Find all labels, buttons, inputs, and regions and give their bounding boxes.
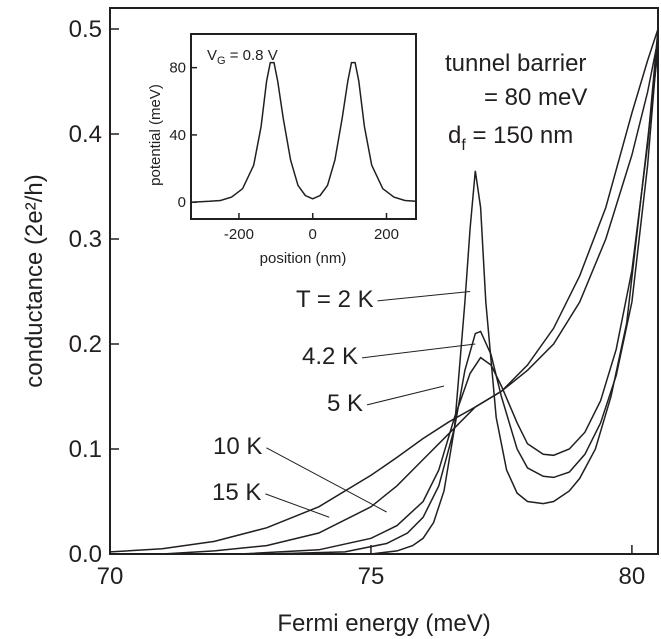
inset-x-tick-label: 200 (374, 226, 399, 243)
inset-plot-frame (190, 33, 417, 220)
leader-line-15-k (265, 493, 330, 518)
series-line-t-2-k (292, 49, 659, 555)
leader-line-t-2-k (377, 291, 471, 302)
inset-x-tick-label: -200 (224, 226, 254, 243)
curve-labels: T = 2 K 4.2 K 5 K 10 K 15 K (212, 286, 476, 518)
inset-potential-line (190, 61, 417, 203)
inset-gate-voltage-label: VG = 0.8 V (207, 47, 278, 67)
inset-y-axis-title: potential (meV) (147, 84, 164, 186)
leader-line-5-k (366, 385, 445, 406)
x-axis-title: Fermi energy (meV) (277, 610, 490, 637)
inset-x-tick-label: 0 (309, 226, 317, 243)
y-tick-label: 0.1 (69, 436, 102, 463)
inset-x-axis-title: position (nm) (260, 250, 347, 267)
y-tick-label: 0.5 (69, 16, 102, 43)
series-line-15-k (109, 28, 659, 553)
x-tick-label: 75 (358, 563, 385, 590)
inset-potential-plot: -200 0 200 0 40 80 VG = 0.8 V position (nm) p… (147, 33, 417, 267)
barrier-annotation-line1: tunnel barrier (445, 50, 586, 77)
barrier-annotation-line2: = 80 meV (484, 84, 587, 111)
curve-label-5-k: 5 K (327, 390, 363, 417)
x-tick-label: 80 (619, 563, 646, 590)
curve-label-15-k: 15 K (212, 479, 261, 506)
curve-label-t-2-k: T = 2 K (296, 286, 374, 313)
film-thickness-annotation: df = 150 nm (448, 122, 573, 154)
y-tick-label: 0.0 (69, 541, 102, 568)
y-tick-label: 0.4 (69, 121, 102, 148)
inset-y-tick-label: 40 (169, 127, 186, 144)
series-line-10-k (162, 39, 659, 555)
leader-line-4-2-k (361, 343, 476, 359)
y-tick-label: 0.2 (69, 331, 102, 358)
curve-label-10-k: 10 K (213, 433, 262, 460)
y-tick-label: 0.3 (69, 226, 102, 253)
y-axis-title: conductance (2e²/h) (21, 174, 48, 387)
curve-label-4-2-k: 4.2 K (302, 343, 358, 370)
main-plot-frame (109, 7, 659, 555)
main-axes: 70 75 80 0.0 0.1 0.2 0.3 0.4 0.5 (69, 16, 646, 590)
x-tick-label: 70 (97, 563, 124, 590)
leader-line-10-k (266, 447, 387, 513)
inset-axes: -200 0 200 0 40 80 (169, 60, 399, 243)
inset-y-tick-label: 80 (169, 60, 186, 77)
inset-y-tick-label: 0 (178, 194, 186, 211)
series-line-4-2-k (266, 39, 659, 555)
main-curves (109, 28, 659, 555)
series-line-5-k (240, 28, 659, 555)
inset-curves (190, 61, 417, 203)
